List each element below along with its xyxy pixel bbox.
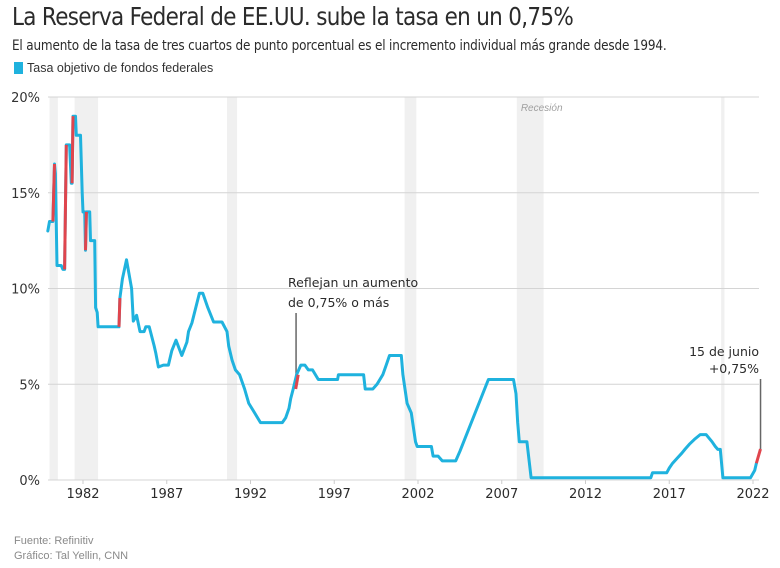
y-tick-label: 5%	[19, 378, 40, 393]
credit-note: Gráfico: Tal Yellin, CNN	[14, 550, 129, 562]
rate-line	[46, 114, 758, 480]
hike-segment	[84, 211, 88, 251]
y-axis: 0% 5% 10% 15% 20%	[11, 91, 40, 489]
x-tick-label: 1997	[318, 487, 351, 502]
annotation-text: 15 de junio	[689, 344, 759, 359]
hike-segment	[63, 144, 68, 270]
x-tick-label: 1987	[150, 487, 183, 502]
legend: Tasa objetivo de fondos federales	[14, 61, 213, 75]
hike-segment	[117, 298, 122, 327]
annotations: Reflejan un aumento de 0,75% o más 15 de j…	[288, 275, 759, 376]
series-hikes	[51, 116, 762, 464]
x-tick-label: 1992	[234, 487, 267, 502]
annotation-lines	[295, 313, 762, 449]
legend-swatch	[14, 62, 23, 74]
hike-segment	[70, 116, 75, 184]
y-tick-label: 15%	[11, 187, 40, 202]
hike-segment	[294, 374, 300, 390]
chart-subtitle: El aumento de la tasa de tres cuartos de…	[12, 38, 667, 54]
y-tick-label: 20%	[11, 91, 40, 106]
chart-title: La Reserva Federal de EE.UU. sube la tas…	[12, 2, 574, 31]
annotation-text: de 0,75% o más	[288, 295, 389, 310]
y-tick-label: 10%	[11, 283, 40, 298]
x-axis: 1982 1987 1992 1997 2002 2007 2012 2017 2022	[66, 480, 770, 502]
y-tick-label: 0%	[19, 474, 40, 489]
x-tick-label: 2022	[736, 487, 769, 502]
annotation-text: Reflejan un aumento	[288, 275, 418, 290]
source-note: Fuente: Refinitiv	[14, 535, 94, 547]
legend-label: Tasa objetivo de fondos federales	[27, 61, 214, 75]
x-tick-label: 2017	[653, 487, 686, 502]
x-tick-label: 2012	[569, 487, 602, 502]
x-tick-label: 2002	[401, 487, 434, 502]
hike-segment	[51, 163, 56, 222]
x-tick-label: 1982	[66, 487, 99, 502]
series-rate	[46, 114, 758, 480]
x-tick-label: 2007	[485, 487, 518, 502]
recession-label: Recesión	[521, 103, 563, 114]
annotation-text: +0,75%	[709, 361, 759, 376]
hike-segment	[754, 448, 762, 464]
